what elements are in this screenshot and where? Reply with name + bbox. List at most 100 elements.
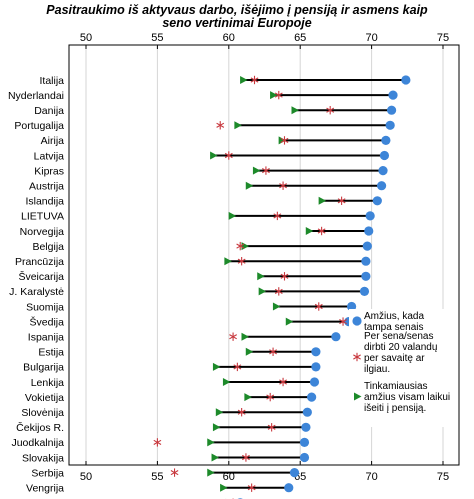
- row-6: [252, 166, 388, 176]
- old-age-marker: [309, 377, 320, 387]
- old-age-marker: [302, 407, 312, 417]
- retire-marker: [245, 347, 254, 356]
- category-label: Prancūzija: [15, 256, 64, 268]
- x-tick-label-top: 75: [437, 32, 449, 44]
- old-age-marker: [362, 241, 372, 251]
- work-20h-marker: [237, 408, 246, 417]
- category-label: Vokietija: [25, 392, 64, 404]
- work-20h-marker: [236, 241, 245, 251]
- legend-old-age-marker: [352, 316, 362, 326]
- old-age-marker: [307, 392, 317, 402]
- old-age-marker: [311, 347, 321, 357]
- row-4: [278, 135, 391, 145]
- retire-marker: [211, 453, 220, 462]
- legend-label: išeiti į pensiją.: [364, 403, 426, 414]
- old-age-marker: [379, 150, 390, 161]
- category-label: Lenkija: [31, 377, 64, 389]
- row-20: [222, 377, 320, 387]
- category-label: Serbija: [31, 467, 64, 479]
- old-age-marker: [381, 135, 391, 145]
- category-label: Belgija: [32, 241, 64, 253]
- row-22: [215, 407, 312, 417]
- x-tick-label-bottom: 55: [151, 471, 163, 483]
- category-label: LIETUVA: [21, 211, 64, 223]
- chart-title: Pasitraukimo iš aktyvaus darbo, išėjimo …: [46, 3, 428, 30]
- retire-marker: [241, 332, 250, 341]
- category-labels: Italija Nyderlandai Danija Portugalija Airij…: [8, 75, 64, 499]
- row-14: [258, 286, 370, 296]
- legend-label: per savaitę ar: [364, 353, 425, 364]
- category-label: Juodkalnija: [11, 437, 64, 449]
- category-label: Šveicarija: [18, 270, 64, 283]
- x-tick-label-top: 65: [294, 32, 306, 44]
- work-20h-marker: [266, 392, 275, 402]
- work-20h-marker: [274, 287, 283, 296]
- retire-marker: [234, 121, 242, 130]
- work-20h-marker: [229, 332, 237, 341]
- data-rows: [153, 75, 411, 499]
- row-24: [153, 437, 310, 447]
- category-label: Kipras: [34, 165, 64, 177]
- old-age-marker: [331, 332, 341, 342]
- legend-box: [349, 309, 458, 427]
- retire-marker: [278, 136, 287, 145]
- old-age-marker: [361, 271, 371, 281]
- retire-marker: [210, 151, 218, 160]
- work-20h-marker: [279, 377, 287, 387]
- x-tick-label-top: 60: [223, 32, 235, 44]
- retire-marker: [220, 483, 228, 492]
- retire-marker: [258, 287, 267, 296]
- work-20h-marker: [274, 90, 283, 100]
- old-age-marker: [401, 75, 411, 85]
- retire-marker: [272, 302, 281, 311]
- row-8: [318, 196, 382, 206]
- retire-marker: [244, 393, 252, 402]
- retire-marker: [245, 181, 254, 190]
- work-20h-marker: [262, 166, 270, 175]
- row-23: [212, 422, 311, 432]
- work-20h-marker: [233, 362, 242, 372]
- retire-marker: [270, 91, 278, 100]
- retire-marker: [285, 317, 294, 326]
- work-20h-marker: [237, 257, 246, 266]
- old-age-marker: [299, 437, 310, 447]
- old-age-marker: [284, 483, 294, 493]
- work-20h-marker: [170, 468, 179, 477]
- chart-title-line: seno vertinimai Europoje: [162, 16, 311, 30]
- row-21: [244, 392, 317, 402]
- old-age-marker: [301, 422, 311, 432]
- x-tick-label-bottom: 70: [365, 471, 377, 483]
- category-label: Latvija: [34, 150, 65, 162]
- retire-marker: [215, 408, 224, 417]
- retire-marker: [252, 166, 261, 175]
- row-11: [236, 241, 372, 251]
- retire-marker: [354, 392, 362, 401]
- old-age-marker: [299, 452, 310, 463]
- x-tick-label-bottom: 50: [80, 471, 92, 483]
- work-20h-marker: [280, 136, 289, 145]
- x-tick-label-bottom: 60: [223, 471, 235, 483]
- legend-label: dirbti 20 valandų: [364, 342, 438, 353]
- work-20h-marker: [339, 317, 347, 326]
- work-20h-marker: [353, 352, 361, 362]
- x-tick-label-top: 50: [80, 32, 92, 44]
- legend-label: amžius visam laikui: [364, 392, 450, 403]
- category-label: Portugalija: [14, 120, 64, 132]
- category-label: Vengrija: [26, 483, 64, 495]
- row-5: [210, 150, 390, 161]
- retire-marker: [318, 196, 327, 205]
- legend-label: tampa senais: [364, 322, 423, 333]
- retire-marker: [222, 378, 231, 386]
- row-25: [211, 452, 310, 463]
- retire-marker: [291, 106, 299, 115]
- work-20h-marker: [216, 121, 225, 130]
- work-20h-marker: [242, 453, 250, 462]
- row-9: [228, 211, 375, 221]
- retire-marker: [207, 438, 215, 447]
- old-age-marker: [289, 468, 300, 478]
- work-20h-marker: [273, 211, 282, 221]
- category-label: Danija: [34, 105, 64, 117]
- category-label: Islandija: [25, 196, 64, 208]
